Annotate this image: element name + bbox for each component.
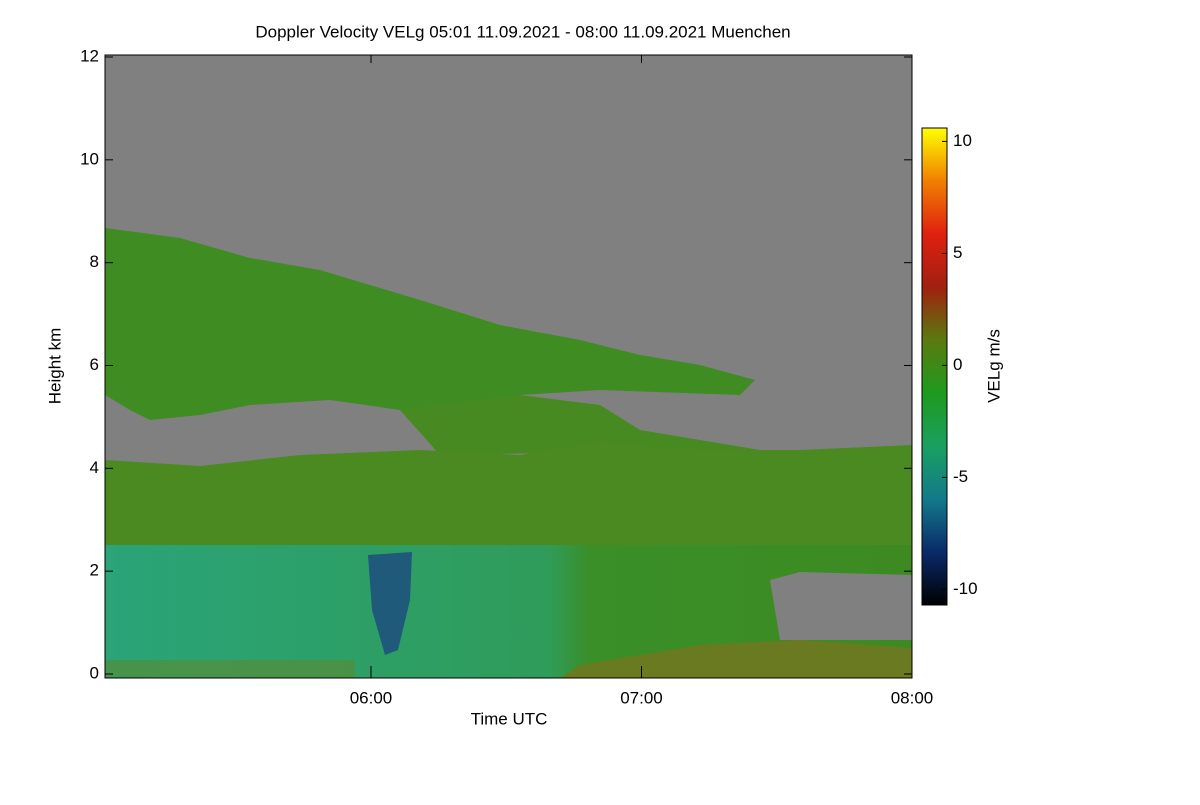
colorbar-tick-label: 5 (953, 243, 962, 262)
x-axis-label: Time UTC (471, 709, 548, 728)
x-tick-label: 07:00 (620, 688, 663, 707)
colorbar-tick-label: 0 (953, 355, 962, 374)
x-tick-label: 08:00 (891, 688, 934, 707)
y-tick-label: 0 (90, 663, 99, 682)
colorbar-label: VELg m/s (984, 329, 1003, 403)
y-tick-label: 2 (90, 561, 99, 580)
colorbar-tick-label: 10 (953, 131, 972, 150)
y-tick-label: 10 (80, 149, 99, 168)
y-tick-label: 4 (90, 458, 99, 477)
plot-frame (104, 54, 913, 679)
y-tick-label: 12 (80, 46, 99, 65)
x-tick-label: 06:00 (350, 688, 393, 707)
chart-title: Doppler Velocity VELg 05:01 11.09.2021 -… (255, 22, 790, 41)
y-tick-label: 8 (90, 252, 99, 271)
colorbar (921, 127, 948, 606)
heatmap-field (105, 55, 912, 678)
y-axis-label: Height km (45, 328, 64, 405)
colorbar-tick-label: -10 (953, 579, 978, 598)
colorbar-tick-label: -5 (953, 467, 968, 486)
y-tick-label: 6 (90, 355, 99, 374)
